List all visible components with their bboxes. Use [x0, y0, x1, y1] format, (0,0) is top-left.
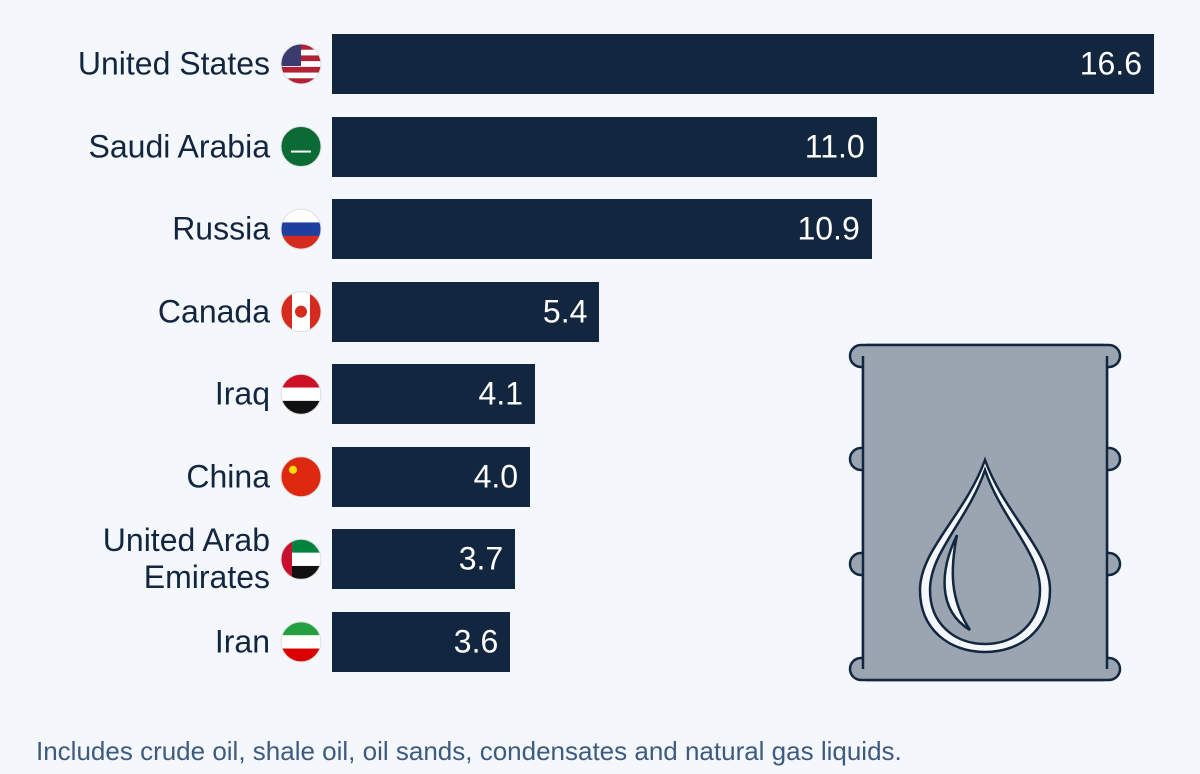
value-label: 10.9 — [797, 210, 860, 247]
value-label: 4.1 — [478, 375, 524, 412]
category-label: United Arab Emirates — [102, 522, 270, 596]
value-label: 11.0 — [804, 128, 865, 165]
category-label: Iran — [214, 623, 270, 660]
category-label: United States — [77, 45, 270, 82]
value-label: 3.6 — [453, 623, 499, 660]
oil-barrel-icon — [848, 343, 1122, 682]
value-label: 4.0 — [473, 458, 519, 495]
bar — [332, 34, 1154, 94]
flag-icon — [280, 373, 322, 415]
category-label: Saudi Arabia — [88, 128, 270, 165]
flag-icon — [280, 43, 322, 85]
category-label: China — [186, 458, 270, 495]
flag-icon — [280, 291, 322, 333]
value-label: 16.6 — [1079, 45, 1142, 82]
category-label: Canada — [157, 293, 270, 330]
value-label: 5.4 — [542, 293, 588, 330]
bar — [332, 529, 516, 590]
flag-icon — [280, 538, 322, 580]
bar — [332, 199, 872, 260]
bar — [332, 364, 536, 425]
footnote: Includes crude oil, shale oil, oil sands… — [36, 736, 902, 766]
flag-icon — [280, 208, 322, 250]
flag-icon — [280, 621, 322, 663]
category-label: Iraq — [214, 375, 270, 412]
category-label: Russia — [172, 210, 270, 247]
bar — [332, 281, 600, 342]
bar — [332, 611, 511, 672]
value-label: 3.7 — [458, 540, 504, 577]
bar — [332, 446, 531, 507]
bar — [332, 116, 877, 177]
flag-icon — [280, 126, 322, 168]
flag-icon — [280, 456, 322, 498]
